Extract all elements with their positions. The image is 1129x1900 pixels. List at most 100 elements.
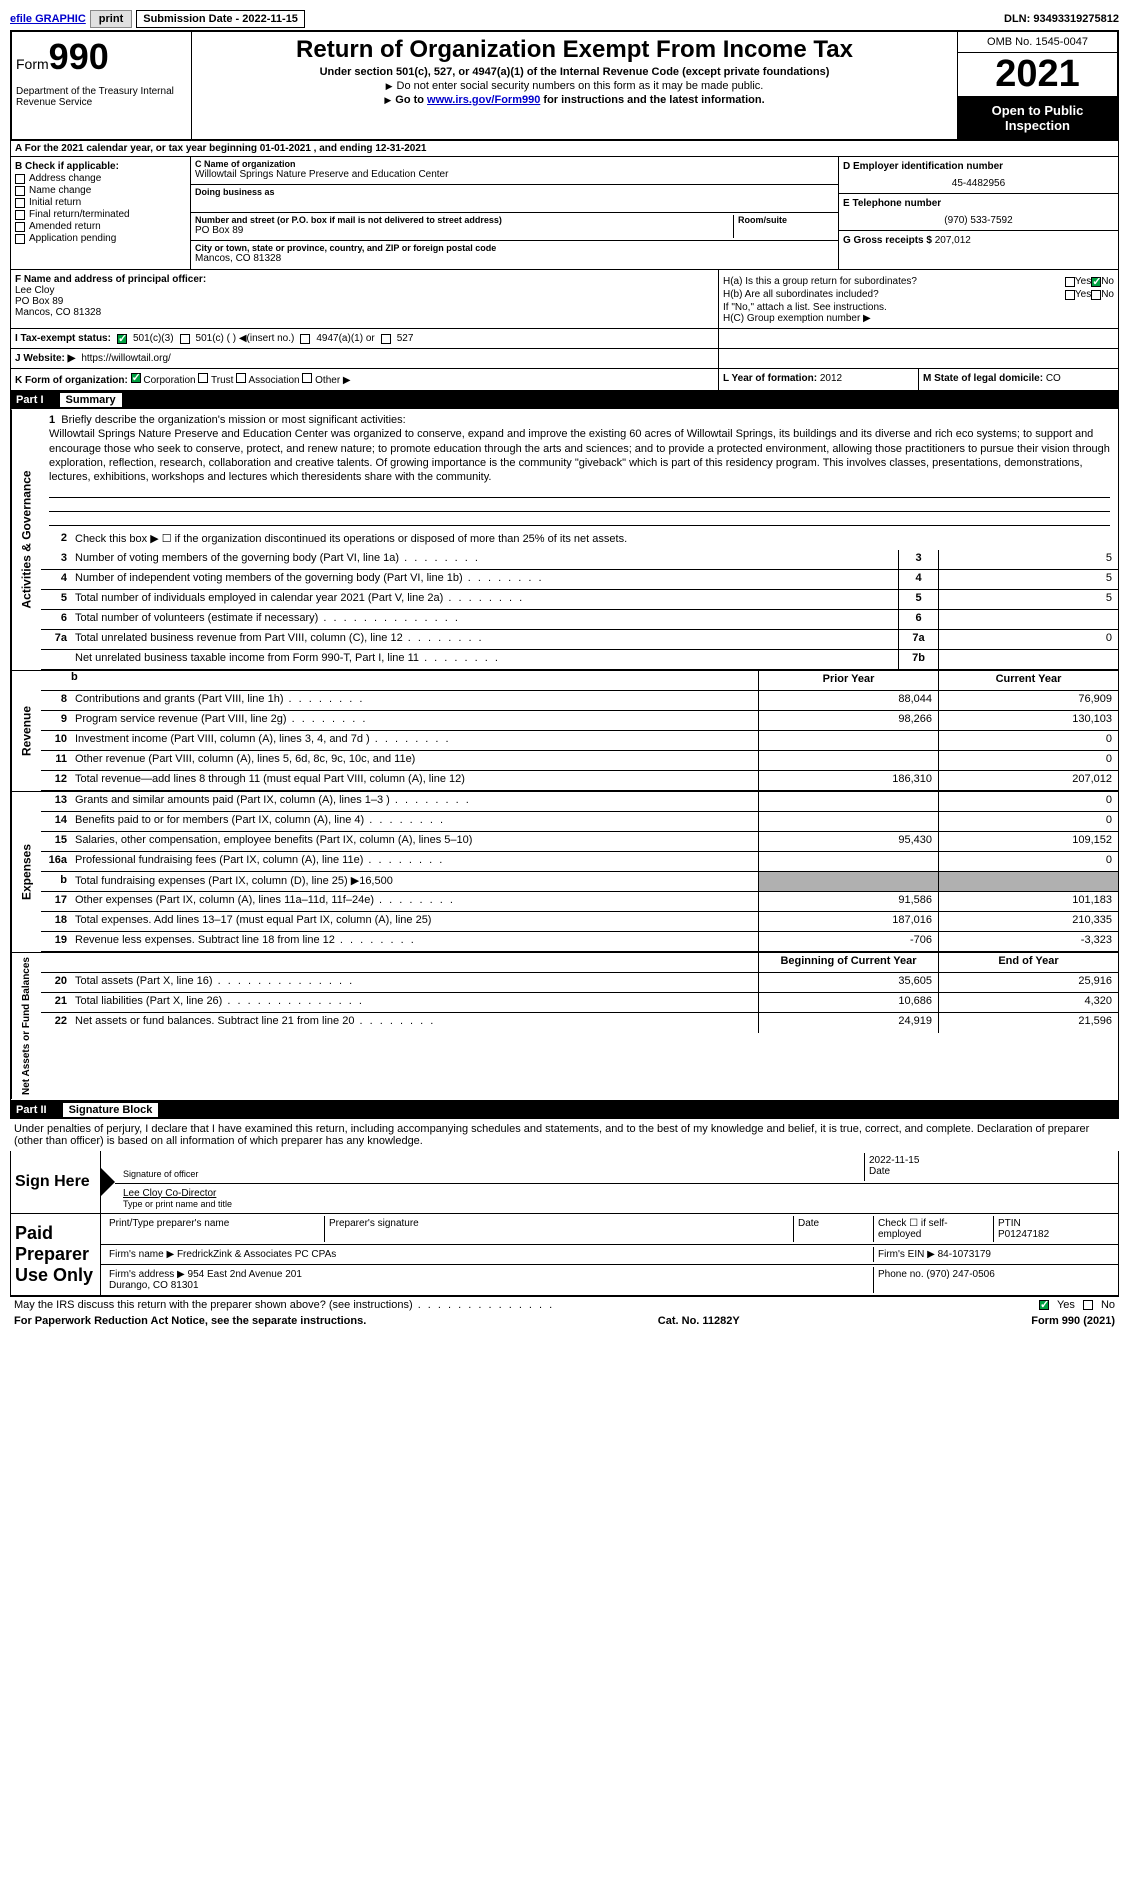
- addr-value: PO Box 89: [195, 225, 729, 236]
- firm-phone-label: Phone no.: [878, 1269, 924, 1280]
- phone-label: E Telephone number: [843, 198, 1114, 209]
- org-name-label: C Name of organization: [195, 159, 834, 169]
- mission-text: Willowtail Springs Nature Preserve and E…: [49, 428, 1110, 483]
- row12-desc: Total revenue—add lines 8 through 11 (mu…: [71, 771, 758, 790]
- row18-prior: 187,016: [758, 912, 938, 931]
- ein-label: D Employer identification number: [843, 161, 1114, 172]
- sign-arrow-icon: [101, 1168, 115, 1196]
- cb-initial-return[interactable]: [15, 198, 25, 208]
- k-other[interactable]: [302, 373, 312, 383]
- j-label: J Website: ▶: [15, 353, 75, 364]
- row12-prior: 186,310: [758, 771, 938, 790]
- m-label: M State of legal domicile:: [923, 373, 1043, 384]
- officer-name: Lee Cloy: [15, 285, 54, 296]
- city-value: Mancos, CO 81328: [195, 253, 834, 264]
- cb-final-return[interactable]: [15, 210, 25, 220]
- i-527[interactable]: [381, 334, 391, 344]
- i-4947[interactable]: [300, 334, 310, 344]
- row-a-tax-year: A For the 2021 calendar year, or tax yea…: [11, 141, 1118, 157]
- ha-yes[interactable]: [1065, 277, 1075, 287]
- row13-prior: [758, 792, 938, 811]
- website-url: https://willowtail.org/: [81, 353, 170, 364]
- row16a-desc: Professional fundraising fees (Part IX, …: [71, 852, 758, 871]
- row18-current: 210,335: [938, 912, 1118, 931]
- suite-label: Room/suite: [738, 215, 834, 225]
- sidebar-net-assets: Net Assets or Fund Balances: [11, 953, 41, 1099]
- form-note1: Do not enter social security numbers on …: [196, 80, 953, 92]
- k-label: K Form of organization:: [15, 375, 128, 386]
- row19-prior: -706: [758, 932, 938, 951]
- cb-name-change[interactable]: [15, 186, 25, 196]
- firm-name: FredrickZink & Associates PC CPAs: [177, 1249, 336, 1260]
- ha-no[interactable]: [1091, 277, 1101, 287]
- row15-current: 109,152: [938, 832, 1118, 851]
- org-name: Willowtail Springs Nature Preserve and E…: [195, 169, 834, 180]
- k-trust[interactable]: [198, 373, 208, 383]
- row7a-val: 0: [938, 630, 1118, 649]
- form-note2: Go to www.irs.gov/Form990 for instructio…: [196, 94, 953, 106]
- i-501c3[interactable]: [117, 334, 127, 344]
- row16b-prior: [758, 872, 938, 891]
- end-year-header: End of Year: [938, 953, 1118, 972]
- row14-current: 0: [938, 812, 1118, 831]
- cb-application-pending[interactable]: [15, 234, 25, 244]
- mission-label: Briefly describe the organization's miss…: [61, 414, 405, 426]
- row21-prior: 10,686: [758, 993, 938, 1012]
- addr-label: Number and street (or P.O. box if mail i…: [195, 215, 729, 225]
- gross-value: 207,012: [935, 235, 971, 246]
- row6-desc: Total number of volunteers (estimate if …: [71, 610, 898, 629]
- officer-name-title: Lee Cloy Co-Director: [123, 1188, 1110, 1199]
- firm-addr-label: Firm's address ▶: [109, 1269, 185, 1280]
- prep-date-label: Date: [798, 1218, 819, 1229]
- k-corp[interactable]: [131, 373, 141, 383]
- irs-link[interactable]: www.irs.gov/Form990: [427, 94, 540, 106]
- i-501c[interactable]: [180, 334, 190, 344]
- form-title: Return of Organization Exempt From Incom…: [196, 36, 953, 64]
- row13-current: 0: [938, 792, 1118, 811]
- sig-date-label: Date: [869, 1166, 1110, 1177]
- l-label: L Year of formation:: [723, 373, 817, 384]
- form-number: Form990: [16, 36, 187, 78]
- omb-number: OMB No. 1545-0047: [958, 32, 1117, 53]
- print-button[interactable]: print: [90, 10, 132, 28]
- i-label: I Tax-exempt status:: [15, 333, 111, 344]
- discuss-no[interactable]: [1083, 1300, 1093, 1310]
- hc-label: H(C) Group exemption number ▶: [723, 313, 1114, 324]
- row17-desc: Other expenses (Part IX, column (A), lin…: [71, 892, 758, 911]
- row8-current: 76,909: [938, 691, 1118, 710]
- paid-preparer-label: Paid Preparer Use Only: [11, 1214, 101, 1295]
- form-header: Form990 Department of the Treasury Inter…: [10, 30, 1119, 141]
- k-assoc[interactable]: [236, 373, 246, 383]
- ein-value: 45-4482956: [843, 178, 1114, 189]
- sidebar-expenses: Expenses: [11, 792, 41, 952]
- sign-here-label: Sign Here: [11, 1151, 101, 1213]
- row6-val: [938, 610, 1118, 629]
- row3-val: 5: [938, 550, 1118, 569]
- city-label: City or town, state or province, country…: [195, 243, 834, 253]
- row9-prior: 98,266: [758, 711, 938, 730]
- row10-desc: Investment income (Part VIII, column (A)…: [71, 731, 758, 750]
- topbar: efile GRAPHIC print Submission Date - 20…: [10, 10, 1119, 28]
- discuss-yes[interactable]: [1039, 1300, 1049, 1310]
- row20-current: 25,916: [938, 973, 1118, 992]
- current-year-header: Current Year: [938, 671, 1118, 690]
- begin-year-header: Beginning of Current Year: [758, 953, 938, 972]
- prior-year-header: Prior Year: [758, 671, 938, 690]
- cb-address-change[interactable]: [15, 174, 25, 184]
- hb-no[interactable]: [1091, 290, 1101, 300]
- cb-amended-return[interactable]: [15, 222, 25, 232]
- row10-prior: [758, 731, 938, 750]
- dept-treasury: Department of the Treasury Internal Reve…: [16, 86, 187, 108]
- hb-yes[interactable]: [1065, 290, 1075, 300]
- row16b-desc: Total fundraising expenses (Part IX, col…: [71, 872, 758, 891]
- name-title-label: Type or print name and title: [123, 1199, 1110, 1209]
- part2-header: Part II Signature Block: [10, 1101, 1119, 1119]
- col-b-checkboxes: B Check if applicable: Address change Na…: [11, 157, 191, 269]
- efile-link[interactable]: efile GRAPHIC: [10, 13, 86, 25]
- row11-desc: Other revenue (Part VIII, column (A), li…: [71, 751, 758, 770]
- hb-note: If "No," attach a list. See instructions…: [723, 302, 1114, 313]
- row19-current: -3,323: [938, 932, 1118, 951]
- part1-header: Part I Summary: [10, 391, 1119, 409]
- row10-current: 0: [938, 731, 1118, 750]
- row9-current: 130,103: [938, 711, 1118, 730]
